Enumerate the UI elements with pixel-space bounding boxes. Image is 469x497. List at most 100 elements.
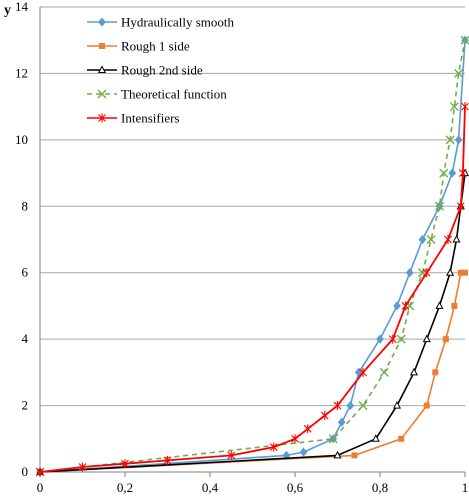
data-point [337,417,346,427]
data-point [405,268,414,278]
data-point [299,447,308,457]
x-marker-stroke [454,68,464,78]
legend-entry-2: Rough 2nd side [87,63,203,78]
data-point [393,301,401,311]
series-2 [35,168,469,475]
y-tick-label: 14 [15,0,29,14]
y-tick-label: 4 [22,331,29,346]
legend-label: Intensifiers [121,111,179,126]
data-point [388,334,397,344]
legend-label: Theoretical function [121,87,227,102]
series-0 [36,35,469,477]
series-4 [36,102,469,477]
data-point [445,135,455,145]
data-point [36,467,44,477]
legend-entry-0: Hydraulically smooth [87,15,235,30]
x-tick-label: 1 [462,480,469,495]
series-line [39,40,466,473]
data-point [422,268,431,278]
legend-label: Hydraulically smooth [121,15,235,30]
data-point [396,334,406,344]
legend-entry-4: Intensifiers [87,111,179,126]
x-marker-stroke [379,367,389,377]
data-point [392,401,402,409]
data-point [359,367,367,377]
data-point [422,334,431,343]
data-point [376,334,384,344]
data-point [121,459,129,469]
series-line [39,106,466,473]
data-point [444,235,452,244]
series-line [39,172,466,473]
data-point [358,401,368,411]
data-point [398,435,405,442]
x-marker-stroke [405,301,415,311]
data-point [303,424,312,434]
series-line [39,40,466,473]
data-point [435,301,444,309]
data-point [423,402,430,409]
legend-swatch-marker [98,17,106,27]
data-point [351,452,358,459]
legend-label: Rough 1 side [121,39,190,54]
data-point [432,369,439,376]
data-point [426,235,436,244]
legend-label: Rough 2nd side [121,63,203,78]
data-point [333,450,342,459]
series-3 [35,35,469,477]
data-point [291,434,299,444]
legend-swatch-marker [99,43,105,49]
tick-labels: 0 2 4 6 8 10 12 14 0 0,2 0,4 0,6 0,8 1 [15,0,468,495]
x-marker-stroke [460,35,469,45]
data-point [78,462,87,472]
data-point [454,68,464,78]
data-point [448,168,457,178]
data-point [435,201,444,211]
legend-swatch-marker [97,65,107,73]
x-marker-stroke [358,401,368,411]
x-marker-stroke [418,268,427,278]
data-point [346,400,355,411]
data-point [457,269,464,276]
x-marker-stroke [426,235,436,244]
gridlines [40,6,465,407]
data-series [35,35,469,477]
legend-swatch-marker [97,89,107,99]
data-point [461,102,469,112]
axes [39,7,466,477]
data-point [227,450,236,460]
legend-swatch-marker [98,113,106,123]
y-tick-label: 10 [15,132,28,147]
data-point [328,434,338,444]
x-tick-label: 0,8 [372,480,388,495]
data-point [442,336,449,343]
x-marker-stroke [449,102,459,112]
data-point [379,367,389,377]
x-tick-label: 0 [37,480,44,495]
y-tick-label: 0 [22,464,29,479]
x-marker-stroke [396,334,406,344]
data-point [452,234,461,243]
data-point [451,302,458,309]
x-tick-label: 0,4 [202,480,219,495]
series-1 [37,269,468,475]
x-marker-stroke [435,201,444,211]
legend-entry-3: Theoretical function [87,87,227,102]
data-point [371,434,380,442]
data-point [333,401,342,411]
x-tick-label: 0,6 [287,480,304,495]
data-point [458,168,467,178]
legend: Hydraulically smooth Rough 1 side Rough 2n… [87,15,235,126]
data-point [462,269,468,276]
data-point [454,135,463,145]
x-marker-stroke [439,168,449,178]
data-point [446,268,455,276]
data-point [439,168,449,178]
legend-entry-1: Rough 1 side [87,39,190,54]
series-line [39,271,465,473]
data-point [320,411,329,421]
y-axis-title: y [4,3,11,18]
x-marker-stroke [445,135,455,145]
data-point [401,301,410,311]
y-tick-label: 12 [15,65,28,80]
